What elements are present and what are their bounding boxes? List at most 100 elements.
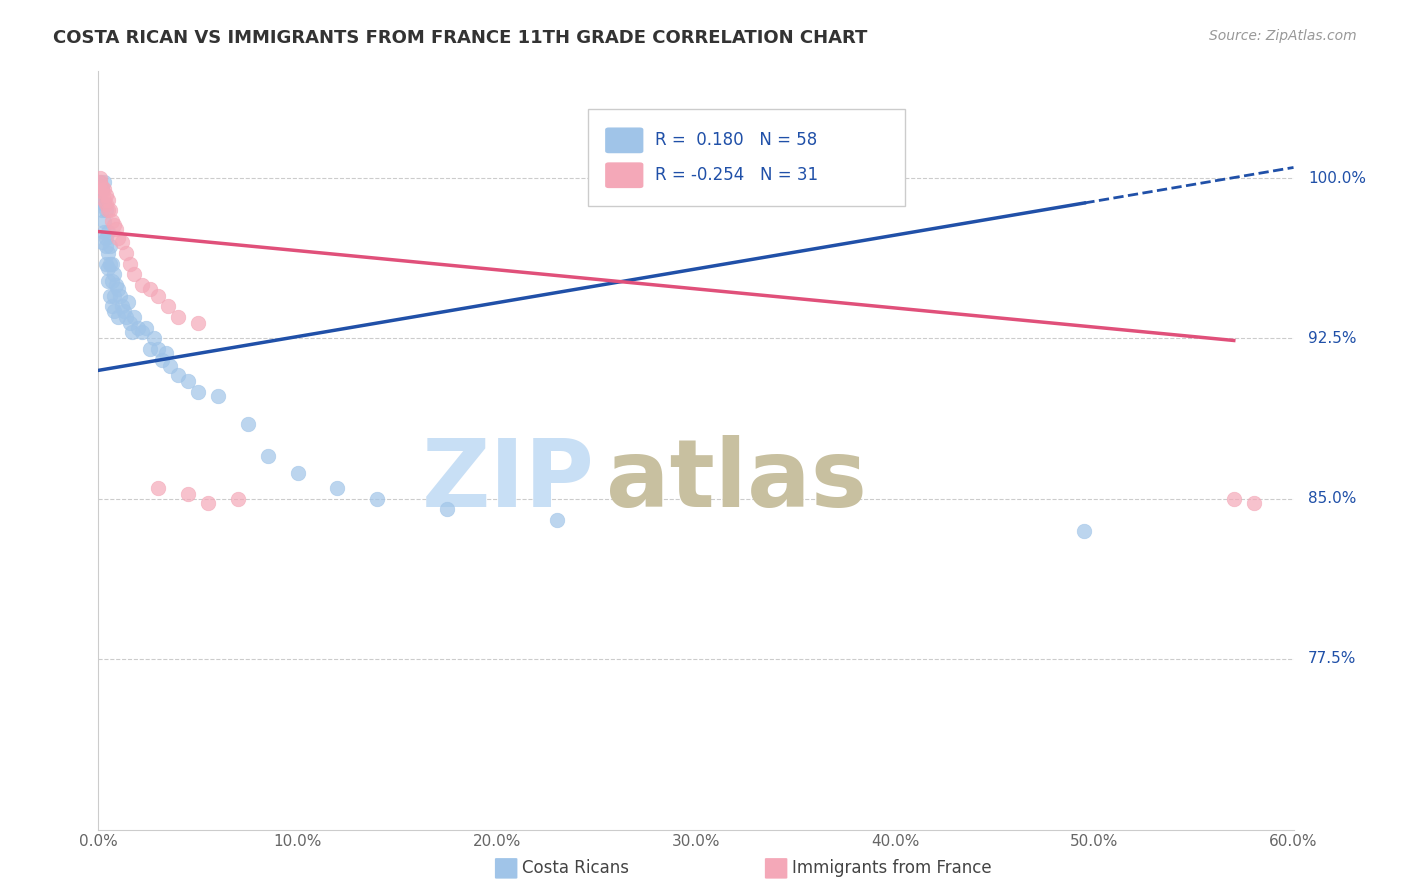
- Point: [111, 235, 134, 250]
- Point: [97, 203, 120, 218]
- Point: [120, 256, 142, 270]
- Point: [89, 193, 111, 207]
- Point: [93, 214, 115, 228]
- Point: [117, 295, 139, 310]
- FancyBboxPatch shape: [605, 162, 644, 188]
- Point: [98, 203, 122, 218]
- Point: [148, 288, 170, 302]
- Point: [98, 239, 122, 253]
- Text: COSTA RICAN VS IMMIGRANTS FROM FRANCE 11TH GRADE CORRELATION CHART: COSTA RICAN VS IMMIGRANTS FROM FRANCE 11…: [53, 29, 868, 46]
- Point: [91, 179, 114, 194]
- Point: [91, 203, 114, 218]
- Point: [97, 274, 120, 288]
- Point: [93, 182, 115, 196]
- Text: 92.5%: 92.5%: [1308, 331, 1357, 346]
- Point: [131, 325, 153, 339]
- Point: [1223, 491, 1246, 506]
- Point: [159, 359, 181, 373]
- Point: [148, 481, 170, 495]
- Text: ZIP: ZIP: [422, 434, 595, 527]
- Point: [187, 317, 209, 331]
- Point: [97, 246, 120, 260]
- Point: [139, 342, 162, 356]
- Point: [101, 214, 124, 228]
- Point: [131, 277, 153, 292]
- Point: [98, 256, 122, 270]
- Text: 85.0%: 85.0%: [1308, 491, 1357, 506]
- Point: [1243, 496, 1265, 510]
- Point: [139, 282, 162, 296]
- Point: [207, 389, 229, 403]
- Point: [167, 310, 190, 324]
- Point: [101, 256, 124, 270]
- Point: [89, 171, 111, 186]
- Point: [120, 317, 142, 331]
- Text: atlas: atlas: [606, 434, 868, 527]
- Point: [127, 320, 149, 334]
- Point: [157, 299, 180, 313]
- Point: [256, 449, 278, 463]
- Point: [96, 188, 118, 202]
- Point: [187, 384, 209, 399]
- Point: [103, 303, 125, 318]
- Point: [155, 346, 177, 360]
- Text: Immigrants from France: Immigrants from France: [792, 859, 991, 877]
- Point: [91, 184, 114, 198]
- Point: [93, 196, 115, 211]
- Point: [121, 325, 143, 339]
- Point: [103, 218, 125, 232]
- Point: [226, 491, 249, 506]
- Text: 77.5%: 77.5%: [1308, 651, 1357, 666]
- Point: [91, 182, 114, 196]
- Point: [96, 239, 118, 253]
- Point: [97, 260, 120, 275]
- Point: [96, 196, 118, 211]
- Point: [135, 320, 157, 334]
- Point: [101, 299, 124, 313]
- Point: [89, 176, 111, 190]
- Point: [148, 342, 170, 356]
- Text: Source: ZipAtlas.com: Source: ZipAtlas.com: [1209, 29, 1357, 43]
- Point: [124, 267, 146, 281]
- Point: [105, 222, 128, 236]
- Point: [96, 203, 118, 218]
- Point: [167, 368, 190, 382]
- FancyBboxPatch shape: [605, 128, 644, 153]
- Point: [107, 231, 129, 245]
- Point: [115, 310, 138, 324]
- Point: [103, 267, 125, 281]
- Text: Costa Ricans: Costa Ricans: [522, 859, 628, 877]
- Point: [436, 502, 458, 516]
- Point: [103, 288, 125, 302]
- Point: [97, 193, 120, 207]
- Point: [96, 231, 118, 245]
- Text: R =  0.180   N = 58: R = 0.180 N = 58: [655, 131, 817, 149]
- Point: [107, 310, 129, 324]
- Point: [236, 417, 259, 431]
- Point: [96, 256, 118, 270]
- Point: [97, 225, 120, 239]
- Point: [105, 277, 128, 292]
- Point: [107, 282, 129, 296]
- Point: [112, 303, 135, 318]
- Point: [150, 352, 173, 367]
- Point: [110, 288, 132, 302]
- Point: [115, 246, 138, 260]
- Point: [287, 466, 309, 480]
- Point: [546, 513, 568, 527]
- Point: [101, 274, 124, 288]
- Point: [93, 193, 115, 207]
- Point: [143, 331, 166, 345]
- Point: [98, 288, 122, 302]
- Point: [89, 176, 111, 190]
- Point: [91, 235, 114, 250]
- Point: [1073, 524, 1095, 538]
- Point: [177, 374, 200, 388]
- Point: [124, 310, 146, 324]
- Text: R = -0.254   N = 31: R = -0.254 N = 31: [655, 166, 818, 185]
- Point: [93, 176, 115, 190]
- Point: [111, 299, 134, 313]
- FancyBboxPatch shape: [589, 110, 905, 206]
- Point: [177, 487, 200, 501]
- Point: [366, 491, 388, 506]
